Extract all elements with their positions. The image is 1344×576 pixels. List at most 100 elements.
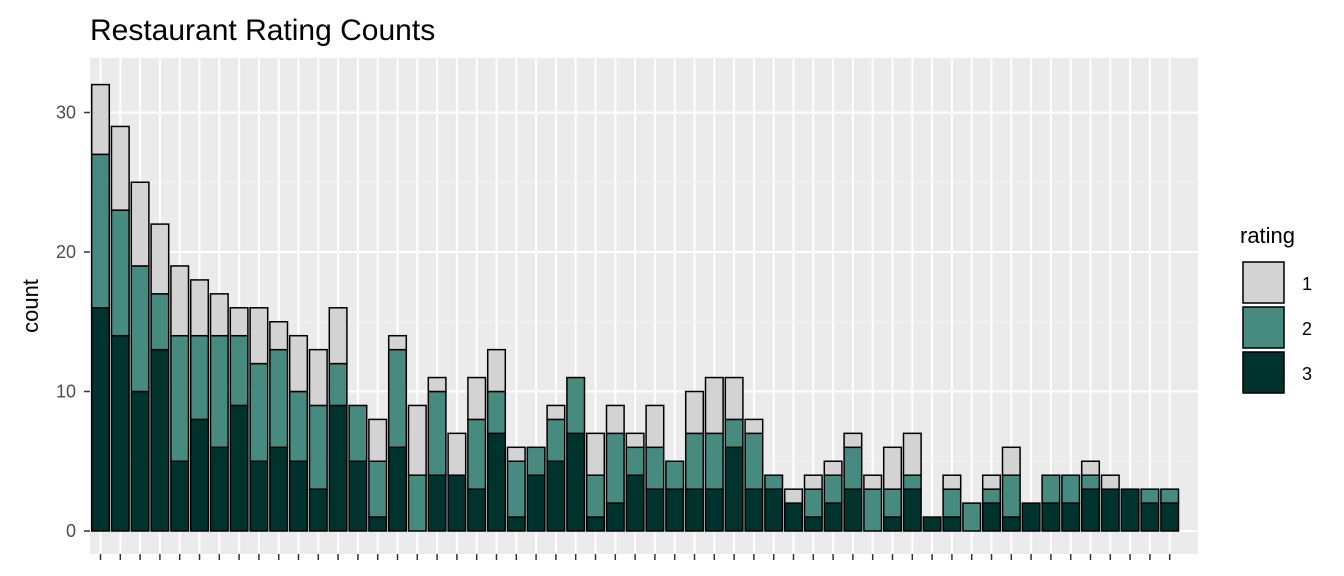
bar-segment-rating-3	[130, 390, 150, 532]
bar-segment-rating-3	[902, 488, 922, 532]
bar-segment-rating-1	[783, 488, 804, 504]
bar-segment-rating-3	[1021, 502, 1041, 532]
bar-segment-rating-1	[288, 334, 309, 393]
legend-swatch-2	[1242, 306, 1285, 349]
bar-segment-rating-3	[625, 474, 645, 532]
bar-segment-rating-1	[229, 307, 249, 337]
bar-segment-rating-3	[922, 516, 942, 532]
bar-segment-rating-3	[1001, 516, 1021, 532]
bar-segment-rating-2	[1160, 488, 1180, 504]
bar-segment-rating-2	[843, 446, 863, 490]
y-tick-label: 30	[56, 103, 76, 123]
bar-segment-rating-3	[150, 348, 170, 532]
bar-segment-rating-1	[249, 307, 269, 365]
bar-segment-rating-3	[486, 432, 507, 532]
bar-segment-rating-3	[467, 488, 487, 532]
bar-segment-rating-1	[803, 474, 823, 490]
bar-segment-rating-3	[942, 516, 962, 532]
bar-segment-rating-1	[645, 404, 665, 449]
legend-label: 2	[1302, 319, 1312, 339]
bar-segment-rating-1	[744, 418, 764, 435]
bar-segment-rating-3	[269, 446, 289, 532]
bar-segment-rating-2	[150, 293, 170, 351]
bar-segment-rating-2	[368, 460, 388, 518]
bar-segment-rating-3	[1160, 502, 1180, 532]
bar-segment-rating-1	[724, 376, 744, 421]
bar-segment-rating-3	[387, 446, 408, 532]
chart-title: Restaurant Rating Counts	[90, 14, 435, 47]
bar-segment-rating-1	[863, 474, 883, 490]
bar-segment-rating-3	[704, 488, 724, 532]
bar-segment-rating-3	[882, 516, 903, 532]
bar-segment-rating-3	[348, 460, 368, 532]
bar-segment-rating-2	[189, 334, 210, 421]
bar-segment-rating-3	[605, 502, 625, 532]
y-tick-label: 10	[56, 382, 76, 402]
bar-segment-rating-2	[605, 432, 625, 504]
bar-segment-rating-2	[486, 390, 507, 435]
bar-segment-rating-3	[744, 488, 764, 532]
bar-segment-rating-1	[882, 446, 903, 490]
bar-segment-rating-2	[863, 488, 883, 532]
bar-segment-rating-1	[546, 404, 566, 421]
bar-segment-rating-2	[269, 348, 289, 449]
bar-segment-rating-2	[665, 460, 685, 490]
bar-segment-rating-2	[209, 334, 229, 449]
bar-segment-rating-1	[308, 348, 328, 407]
bar-segment-rating-2	[526, 446, 546, 476]
bar-segment-rating-1	[447, 432, 467, 476]
bar-segment-rating-2	[467, 418, 487, 490]
bar-segment-rating-1	[209, 293, 229, 337]
bar-segment-rating-1	[467, 376, 487, 421]
bar-segment-rating-2	[387, 348, 408, 449]
bar-segment-rating-2	[90, 153, 111, 309]
bar-segment-rating-3	[665, 488, 685, 532]
bar-segment-rating-1	[902, 432, 922, 476]
bar-segment-rating-2	[1061, 474, 1081, 504]
legend: rating 1 2 3	[1240, 223, 1312, 394]
bar-segment-rating-2	[249, 362, 269, 463]
bar-segment-rating-2	[704, 432, 724, 490]
bar-segment-rating-2	[823, 474, 843, 504]
bar-segment-rating-2	[585, 474, 606, 518]
bar-segment-rating-1	[843, 432, 863, 449]
bar-segment-rating-3	[803, 516, 823, 532]
bars	[90, 83, 1180, 532]
bar-segment-rating-2	[170, 334, 190, 463]
bar-segment-rating-3	[447, 474, 467, 532]
bar-segment-rating-2	[506, 460, 526, 518]
bar-segment-rating-3	[684, 488, 705, 532]
bar-segment-rating-2	[981, 488, 1002, 504]
bar-segment-rating-2	[348, 404, 368, 463]
bar-segment-rating-1	[387, 334, 408, 351]
bar-segment-rating-2	[1041, 474, 1061, 504]
bar-segment-rating-1	[486, 348, 507, 393]
bar-segment-rating-2	[902, 474, 922, 490]
bar-segment-rating-2	[308, 404, 328, 490]
bar-segment-rating-3	[229, 404, 249, 532]
bar-segment-rating-3	[1120, 488, 1140, 532]
bar-segment-rating-2	[882, 488, 903, 518]
bar-segment-rating-2	[1001, 474, 1021, 518]
bar-segment-rating-3	[724, 446, 744, 532]
y-axis: 0 10 20 30	[56, 103, 1171, 560]
bar-segment-rating-2	[328, 362, 348, 407]
bar-segment-rating-3	[427, 474, 447, 532]
bar-segment-rating-3	[783, 502, 804, 532]
bar-segment-rating-1	[368, 418, 388, 462]
bar-segment-rating-1	[189, 279, 210, 337]
bar-segment-rating-2	[407, 474, 427, 532]
bar-segment-rating-1	[605, 404, 625, 435]
bar-segment-rating-2	[645, 446, 665, 490]
bar-segment-rating-1	[1001, 446, 1021, 476]
y-axis-title: count	[18, 279, 43, 333]
bar-segment-rating-1	[130, 181, 150, 267]
bar-segment-rating-1	[150, 223, 170, 295]
bar-segment-rating-3	[843, 488, 863, 532]
bar-segment-rating-2	[764, 474, 784, 490]
bar-segment-rating-2	[566, 376, 586, 435]
bar-segment-rating-3	[1080, 488, 1101, 532]
bar-segment-rating-1	[625, 432, 645, 449]
bar-segment-rating-2	[110, 209, 130, 337]
